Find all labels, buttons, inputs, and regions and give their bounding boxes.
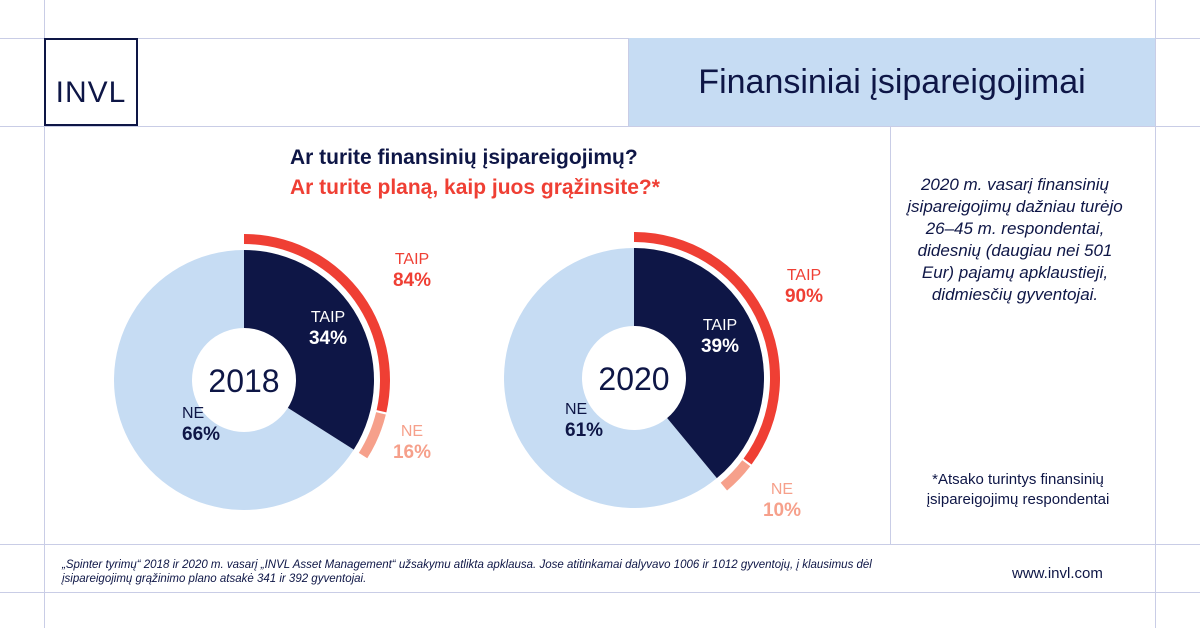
frame-line-middle [0,126,1200,127]
value-outer-taip-2020: 90% [785,286,823,307]
website-link[interactable]: www.invl.com [1012,565,1103,582]
pie-slice-taip-2020 [634,248,764,479]
title-band: Finansiniai įsipareigojimai [628,38,1155,126]
donut-hole-2020 [582,326,686,430]
ring-segment-taip-2020 [634,232,781,465]
value-outer-taip-2018: 84% [393,270,431,291]
label-inner-ne-2020: NE [565,401,587,418]
label-outer-ne-2020: NE [771,481,793,498]
frame-line-sidebar [890,126,891,544]
ring-segment-ne-2020 [720,460,751,491]
logo-text: INVL [55,76,127,109]
center-year-label-2018: 2018 [208,363,279,399]
sidebar-footnote: *Atsako turintys finansinių įsipareigoji… [926,471,1110,508]
sidebar-insight: 2020 m. vasarį finansinių įsipareigojimų… [907,175,1123,304]
invl-logo: INVL [44,38,138,126]
label-inner-ne-2018: NE [182,405,204,422]
page-title: Finansiniai įsipareigojimai [698,62,1086,101]
frame-line-left [44,0,45,628]
source-note: „Spinter tyrimų“ 2018 ir 2020 m. vasarį … [62,559,872,585]
question-primary: Ar turite finansinių įsipareigojimų? [290,146,638,169]
value-outer-ne-2020: 10% [763,500,801,521]
label-outer-ne-2018: NE [401,423,423,440]
value-inner-ne-2020: 61% [565,420,603,441]
frame-line-lower [0,544,1200,545]
label-inner-taip-2020: TAIP [703,317,737,334]
frame-line-bottom [0,592,1200,593]
frame-line-top [0,38,1200,39]
center-year-label-2020: 2020 [598,361,669,397]
ring-segment-ne-2018 [358,412,386,459]
value-outer-ne-2018: 16% [393,442,431,463]
question-secondary: Ar turite planą, kaip juos grąžinsite?* [290,176,660,199]
frame-line-right [1155,0,1156,628]
label-outer-taip-2018: TAIP [395,251,429,268]
donut-hole-2018 [192,328,296,432]
value-inner-ne-2018: 66% [182,424,220,445]
label-inner-taip-2018: TAIP [311,309,345,326]
value-inner-taip-2018: 34% [309,328,347,349]
value-inner-taip-2020: 39% [701,336,739,357]
label-outer-taip-2020: TAIP [787,267,821,284]
